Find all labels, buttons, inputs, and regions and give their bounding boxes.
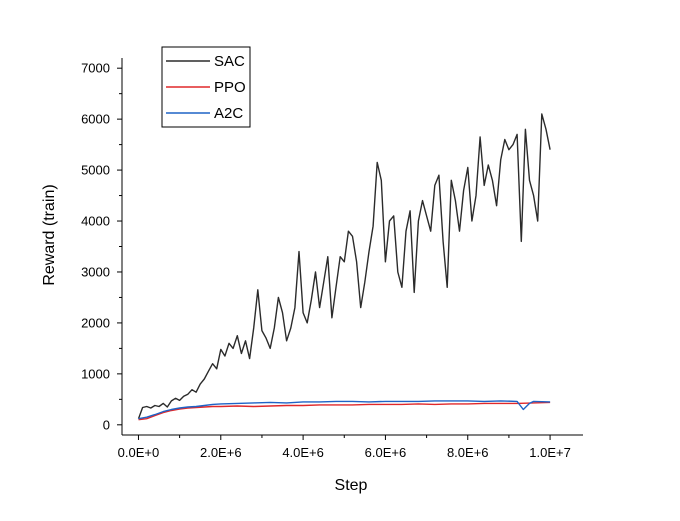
y-tick-label: 3000 xyxy=(81,264,110,279)
legend-label-sac: SAC xyxy=(214,53,245,70)
legend: SAC PPO A2C xyxy=(161,46,251,128)
legend-label-a2c: A2C xyxy=(214,105,243,122)
y-tick-label: 6000 xyxy=(81,112,110,127)
x-axis-title: Step xyxy=(335,477,368,494)
x-tick-label: 2.0E+6 xyxy=(200,445,242,460)
y-tick-label: 4000 xyxy=(81,214,110,229)
y-tick-label: 5000 xyxy=(81,163,110,178)
series-line-sac xyxy=(137,113,551,419)
x-tick-label: 0.0E+0 xyxy=(118,445,160,460)
y-tick-label: 7000 xyxy=(81,61,110,76)
x-tick-label: 1.0E+7 xyxy=(529,445,571,460)
legend-label-ppo: PPO xyxy=(214,79,246,96)
series-line-a2c xyxy=(138,400,551,420)
y-tick-label: 2000 xyxy=(81,315,110,330)
x-tick-label: 4.0E+6 xyxy=(282,445,324,460)
x-tick-label: 6.0E+6 xyxy=(365,445,407,460)
axes: 0 1000 2000 3000 4000 5000 6000 7000 0.0E+0 2.0E+… xyxy=(81,58,583,460)
y-tick-label: 1000 xyxy=(81,366,110,381)
y-axis-title: Reward (train) xyxy=(41,184,58,285)
series-line-ppo xyxy=(138,401,551,421)
x-tick-label: 8.0E+6 xyxy=(447,445,489,460)
plot-area xyxy=(137,113,551,421)
y-tick-label: 0 xyxy=(103,417,110,432)
